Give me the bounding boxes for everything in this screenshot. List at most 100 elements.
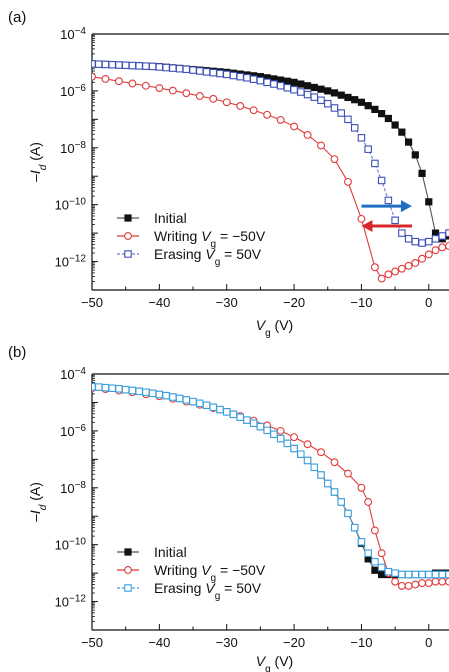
data-point [391,267,400,276]
data-point [411,259,420,267]
data-point [377,274,386,283]
data-point [229,71,238,80]
data-point [297,88,305,96]
legend-text-main: Initial [154,210,187,226]
data-point [438,570,447,579]
data-point [195,92,204,100]
data-point [337,109,345,117]
data-point [344,177,352,186]
data-point [404,581,413,590]
data-point [243,416,251,424]
legend-marker-0 [124,214,132,222]
series-line-2 [92,63,449,244]
y-tick-base: 10 [55,255,69,270]
data-point [303,440,312,449]
data-point [445,241,449,250]
data-point [276,82,285,90]
data-point [357,483,366,492]
data-point [290,122,299,131]
data-point [141,81,150,90]
data-point [371,105,379,113]
y-axis-label: –Id (A) [27,482,49,523]
data-point [324,99,332,108]
data-point [317,141,325,150]
data-point [391,569,399,577]
data-point [330,89,339,97]
legend-text-sub: g [215,591,221,602]
legend-marker-1 [124,566,132,574]
data-point [101,383,110,392]
data-point [236,413,244,421]
y-tick-base: 10 [60,367,74,382]
shift-arrow-head-1 [361,220,373,232]
data-point [364,549,372,557]
data-point [330,488,339,496]
data-point [350,523,359,532]
data-point [404,235,413,243]
data-point [121,61,130,70]
data-point [425,198,433,206]
data-point [310,93,319,101]
data-point [189,66,197,74]
legend-entry-1: Writing Vg = −50V [154,228,266,250]
data-point [94,60,103,68]
data-point [249,419,258,427]
y-tick-label: 10−4 [60,366,86,383]
data-point [350,124,359,132]
x-tick-label: −50 [81,295,103,310]
data-point [357,538,366,546]
data-point [121,385,130,394]
data-point [229,410,238,419]
data-point [283,439,292,448]
data-point [418,570,426,579]
data-point [377,549,386,558]
data-point [92,72,96,81]
x-tick-label: −50 [81,635,103,650]
x-axis-label-var: V [256,653,267,669]
data-point [222,408,231,416]
data-point [209,68,217,77]
data-point [377,563,386,572]
data-point [297,450,305,458]
data-point [344,469,352,478]
y-tick-label: 10−10 [55,536,87,553]
y-tick-exponent: −6 [75,82,87,93]
data-point [115,385,123,393]
legend-marker-2 [124,250,132,258]
data-point [249,75,258,83]
data-point [371,557,379,566]
y-tick-exponent: −8 [75,479,87,490]
y-tick-exponent: −4 [75,366,87,377]
data-point [222,70,231,79]
data-point [411,237,420,246]
data-point [303,82,312,90]
data-point [162,63,170,72]
data-point [142,62,150,70]
data-point [398,570,406,579]
legend-text-var: V [201,562,212,578]
data-point [92,60,96,68]
data-point [128,79,137,88]
legend-text-var: V [205,580,216,596]
data-point [94,383,103,391]
series-line-2 [92,386,449,576]
data-point [142,388,150,396]
panel-label: (a) [8,9,26,26]
data-point [101,60,110,69]
data-point [249,106,258,115]
y-tick-base: 10 [55,595,69,610]
data-point [431,235,440,243]
data-point [337,91,345,99]
data-point [263,110,272,119]
data-point [108,384,116,392]
data-point [424,250,433,259]
data-point [283,77,291,85]
data-point [310,83,318,92]
legend-text-sub: g [211,573,217,584]
data-point [310,463,319,472]
data-point [175,394,184,403]
data-point [263,426,271,435]
y-axis-label-unit: (A) [27,482,43,505]
y-tick-exponent: −8 [75,139,87,150]
